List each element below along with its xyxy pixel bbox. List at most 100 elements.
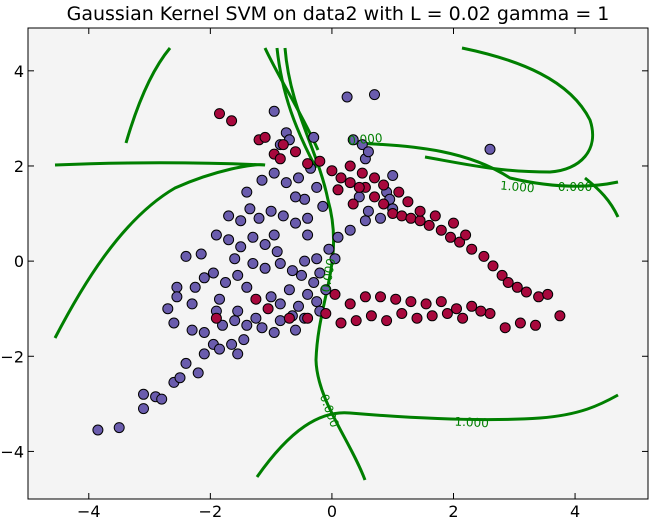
chart-title: Gaussian Kernel SVM on data2 with L = 0.… <box>67 3 610 25</box>
point-class-b <box>369 172 380 184</box>
point-class-a <box>308 277 320 288</box>
point-class-a <box>277 210 289 222</box>
point-class-b <box>378 198 390 210</box>
plot-area <box>28 28 648 499</box>
point-class-b <box>396 210 408 222</box>
point-class-a <box>229 315 241 327</box>
point-class-b <box>554 310 566 322</box>
point-class-a <box>329 253 341 265</box>
decision-contours <box>53 46 620 481</box>
point-class-a <box>302 212 314 224</box>
point-class-b <box>484 308 496 319</box>
point-class-b <box>250 293 262 305</box>
point-class-b <box>451 303 462 315</box>
point-class-a <box>308 131 320 143</box>
point-class-b <box>457 312 469 324</box>
point-class-b <box>445 231 456 243</box>
y-tick-label: 2 <box>14 157 24 176</box>
point-class-b <box>332 184 344 196</box>
point-class-a <box>362 205 374 217</box>
contour-top-right <box>349 141 619 188</box>
contour-left-upper <box>124 47 172 144</box>
point-class-b <box>262 303 274 315</box>
point-class-a <box>268 105 280 117</box>
point-class-b <box>356 167 368 179</box>
point-class-a <box>241 319 253 331</box>
point-class-b <box>344 177 356 189</box>
point-class-b <box>290 146 301 158</box>
point-class-b <box>350 315 362 327</box>
point-class-b <box>441 308 453 319</box>
point-class-a <box>241 281 253 293</box>
point-class-b <box>335 172 347 184</box>
point-class-a <box>369 89 380 101</box>
point-class-a <box>290 191 301 203</box>
point-class-a <box>293 172 304 184</box>
x-tick-label: 0 <box>327 502 337 521</box>
point-class-a <box>256 322 268 334</box>
point-class-a <box>259 262 271 274</box>
y-tick-label: 0 <box>14 252 24 271</box>
point-class-b <box>502 277 514 288</box>
point-class-b <box>378 179 390 191</box>
point-class-b <box>259 131 271 143</box>
point-class-a <box>226 338 238 350</box>
point-class-b <box>375 291 386 303</box>
x-tick-label: −2 <box>199 502 223 521</box>
point-class-b <box>487 260 499 272</box>
point-class-b <box>496 269 508 281</box>
point-class-b <box>210 312 222 324</box>
point-class-a <box>265 205 277 217</box>
point-class-a <box>235 241 247 253</box>
point-class-a <box>138 403 149 415</box>
point-class-a <box>210 229 222 241</box>
y-tick-label: −4 <box>0 442 24 461</box>
point-class-b <box>396 308 408 319</box>
point-class-a <box>271 246 283 258</box>
point-class-b <box>302 158 314 170</box>
point-class-a <box>162 303 174 315</box>
point-class-b <box>429 210 441 222</box>
point-class-a <box>314 267 326 279</box>
x-tick-label: 4 <box>570 502 580 521</box>
point-class-a <box>189 281 201 293</box>
point-class-b <box>530 319 541 331</box>
point-class-a <box>229 253 241 265</box>
point-class-b <box>369 191 380 203</box>
point-class-a <box>223 210 235 222</box>
point-class-a <box>180 250 192 262</box>
point-class-a <box>214 343 225 355</box>
point-class-b <box>329 288 341 300</box>
point-class-a <box>247 231 259 243</box>
point-class-b <box>460 229 472 241</box>
point-class-b <box>405 212 417 224</box>
point-class-a <box>347 134 359 146</box>
point-class-b <box>475 305 487 317</box>
point-class-b <box>226 115 238 127</box>
point-class-a <box>156 393 168 405</box>
point-class-b <box>448 217 459 229</box>
point-class-b <box>414 215 426 227</box>
point-class-b <box>426 310 438 322</box>
point-class-a <box>484 143 496 155</box>
point-class-b <box>435 224 447 236</box>
point-class-a <box>223 234 235 246</box>
point-class-a <box>180 357 192 369</box>
point-class-a <box>232 305 244 317</box>
point-class-a <box>171 291 183 303</box>
point-class-b <box>381 315 393 327</box>
point-class-a <box>290 324 301 336</box>
point-class-a <box>302 288 314 300</box>
point-class-a <box>168 317 180 329</box>
point-class-a <box>174 372 186 384</box>
point-class-a <box>192 367 204 379</box>
point-class-a <box>250 312 262 324</box>
point-class-a <box>362 146 374 158</box>
point-class-b <box>423 219 435 231</box>
point-class-a <box>344 224 356 236</box>
point-class-b <box>387 208 399 219</box>
point-class-a <box>238 334 250 346</box>
point-class-a <box>274 315 286 327</box>
point-class-b <box>344 160 356 172</box>
